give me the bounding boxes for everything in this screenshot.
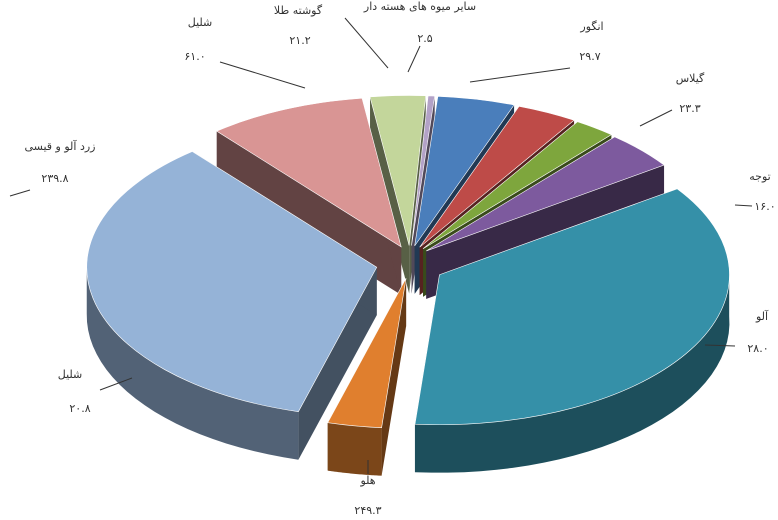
slice-value-0: ۲۹.۷ xyxy=(579,50,600,63)
slice-0 xyxy=(414,96,515,247)
slice-label-6: زرد آلو و قیسی xyxy=(25,139,96,153)
slice-value-1: ۲۳.۳ xyxy=(679,102,700,115)
slice-value-7: ۶۱.۰ xyxy=(184,50,205,63)
slice-8 xyxy=(369,95,427,246)
slice-6 xyxy=(86,151,378,413)
slice-1 xyxy=(419,105,575,248)
slice-value-3: ۲۸.۰ xyxy=(747,342,768,355)
slice-value-5: ۲۰.۸ xyxy=(69,402,90,415)
slice-label-8: گوشته طلا xyxy=(274,4,323,17)
slice-5 xyxy=(327,278,407,429)
slice-label-3: آلو xyxy=(755,309,769,323)
slice-value-8: ۲۱.۲ xyxy=(289,34,310,47)
slice-label-5: شلیل xyxy=(58,368,83,381)
leader-line-3 xyxy=(704,344,736,347)
leader-line-9 xyxy=(407,45,421,73)
slice-value-6: ۲۳۹.۸ xyxy=(41,172,68,185)
pie-slices xyxy=(86,95,730,429)
slice-label-7: شلیل xyxy=(188,16,213,29)
slice-label-2: توجه xyxy=(749,170,770,183)
slice-value-9: ۲.۵ xyxy=(417,32,432,45)
leader-line-5 xyxy=(99,377,133,391)
slice-3 xyxy=(426,136,665,252)
leader-line-8 xyxy=(344,17,389,69)
slice-2 xyxy=(422,121,613,249)
leader-line-7 xyxy=(219,61,306,89)
slice-value-4: ۲۴۹.۳ xyxy=(354,504,381,517)
leader-line-1 xyxy=(639,109,673,127)
slice-label-4: هلو xyxy=(359,474,375,487)
slice-side-4 xyxy=(414,268,730,473)
slice-side-6 xyxy=(86,265,299,460)
slice-label-9: سایر میوه های هسته دار xyxy=(363,0,476,13)
slice-wall-6-0 xyxy=(298,267,377,460)
leader-line-0 xyxy=(469,67,571,83)
slice-label-1: گیلاس xyxy=(676,72,705,85)
leader-line-6 xyxy=(9,189,31,197)
slice-labels: انگور ۲۹.۷ گیلاس ۲۳.۳ توجه ۱۶.۰ آلو ۲۸.۰ هلو ۲۴۹.… xyxy=(25,0,776,517)
slice-9 xyxy=(411,95,436,246)
slice-value-2: ۱۶.۰ xyxy=(754,200,775,213)
leader-lines xyxy=(9,17,753,474)
slice-4 xyxy=(414,188,730,426)
leader-line-2 xyxy=(734,204,753,207)
slice-label-0: انگور xyxy=(579,20,603,33)
slice-7 xyxy=(216,97,402,248)
slice-side-5 xyxy=(327,422,382,476)
